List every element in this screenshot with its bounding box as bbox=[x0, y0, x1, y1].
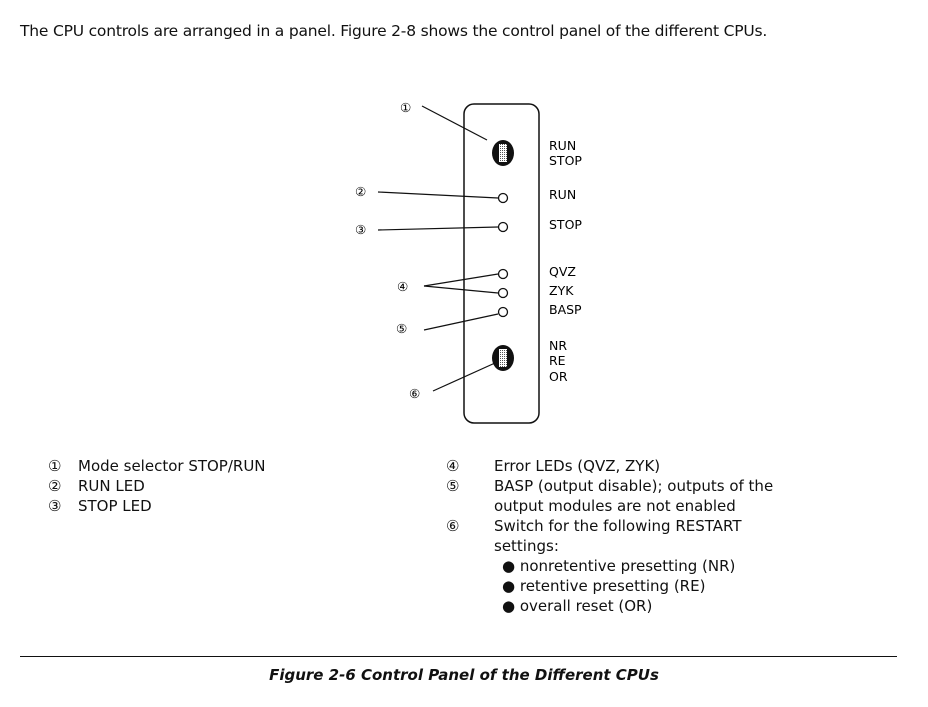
label-or: OR bbox=[549, 369, 568, 384]
restart-switch bbox=[492, 345, 514, 371]
legend-item: ③ STOP LED bbox=[48, 497, 152, 515]
label-stop-switch: STOP bbox=[549, 153, 582, 168]
zyk-led bbox=[497, 287, 509, 299]
divider bbox=[20, 656, 897, 657]
label-run-switch: RUN bbox=[549, 138, 576, 153]
callout-4: ④ bbox=[397, 279, 408, 294]
label-basp: BASP bbox=[549, 302, 582, 317]
callout-6: ⑥ bbox=[409, 386, 420, 401]
legend-item: ② RUN LED bbox=[48, 477, 145, 495]
label-nr: NR bbox=[549, 338, 567, 353]
legend-item: ⑥ Switch for the following RESTART bbox=[446, 517, 742, 535]
label-re: RE bbox=[549, 353, 566, 368]
bullet-item: ● retentive presetting (RE) bbox=[502, 577, 706, 595]
callout-lines bbox=[377, 105, 499, 392]
callout-5: ⑤ bbox=[396, 321, 407, 336]
callout-1: ① bbox=[400, 100, 411, 115]
run-led bbox=[497, 192, 509, 204]
basp-led bbox=[497, 306, 509, 318]
legend-right: ④ Error LEDs (QVZ, ZYK) ⑤ BASP (output dis… bbox=[446, 457, 774, 615]
qvz-led bbox=[497, 268, 509, 280]
legend-left: ① Mode selector STOP/RUN ② RUN LED ③ STOP L… bbox=[48, 456, 266, 516]
legend-item: ④ Error LEDs (QVZ, ZYK) bbox=[446, 457, 661, 475]
callout-3: ③ bbox=[355, 222, 366, 237]
label-stop-led: STOP bbox=[549, 217, 582, 232]
mode-selector-switch bbox=[492, 140, 514, 166]
legend-item: ① Mode selector STOP/RUN bbox=[48, 457, 266, 475]
callout-2: ② bbox=[355, 184, 366, 199]
bullet-item: ● nonretentive presetting (NR) bbox=[502, 557, 736, 575]
figure-caption: Figure 2-6 Control Panel of the Differen… bbox=[269, 666, 659, 684]
stop-led bbox=[497, 221, 509, 233]
panel-outline bbox=[463, 103, 540, 424]
legend-item: ⑤ BASP (output disable); outputs of the bbox=[446, 477, 774, 495]
intro-text: The CPU controls are arranged in a panel… bbox=[20, 22, 768, 40]
bullet-item: ● overall reset (OR) bbox=[502, 597, 653, 615]
label-run-led: RUN bbox=[549, 187, 576, 202]
label-qvz: QVZ bbox=[549, 264, 576, 279]
label-zyk: ZYK bbox=[549, 283, 574, 298]
